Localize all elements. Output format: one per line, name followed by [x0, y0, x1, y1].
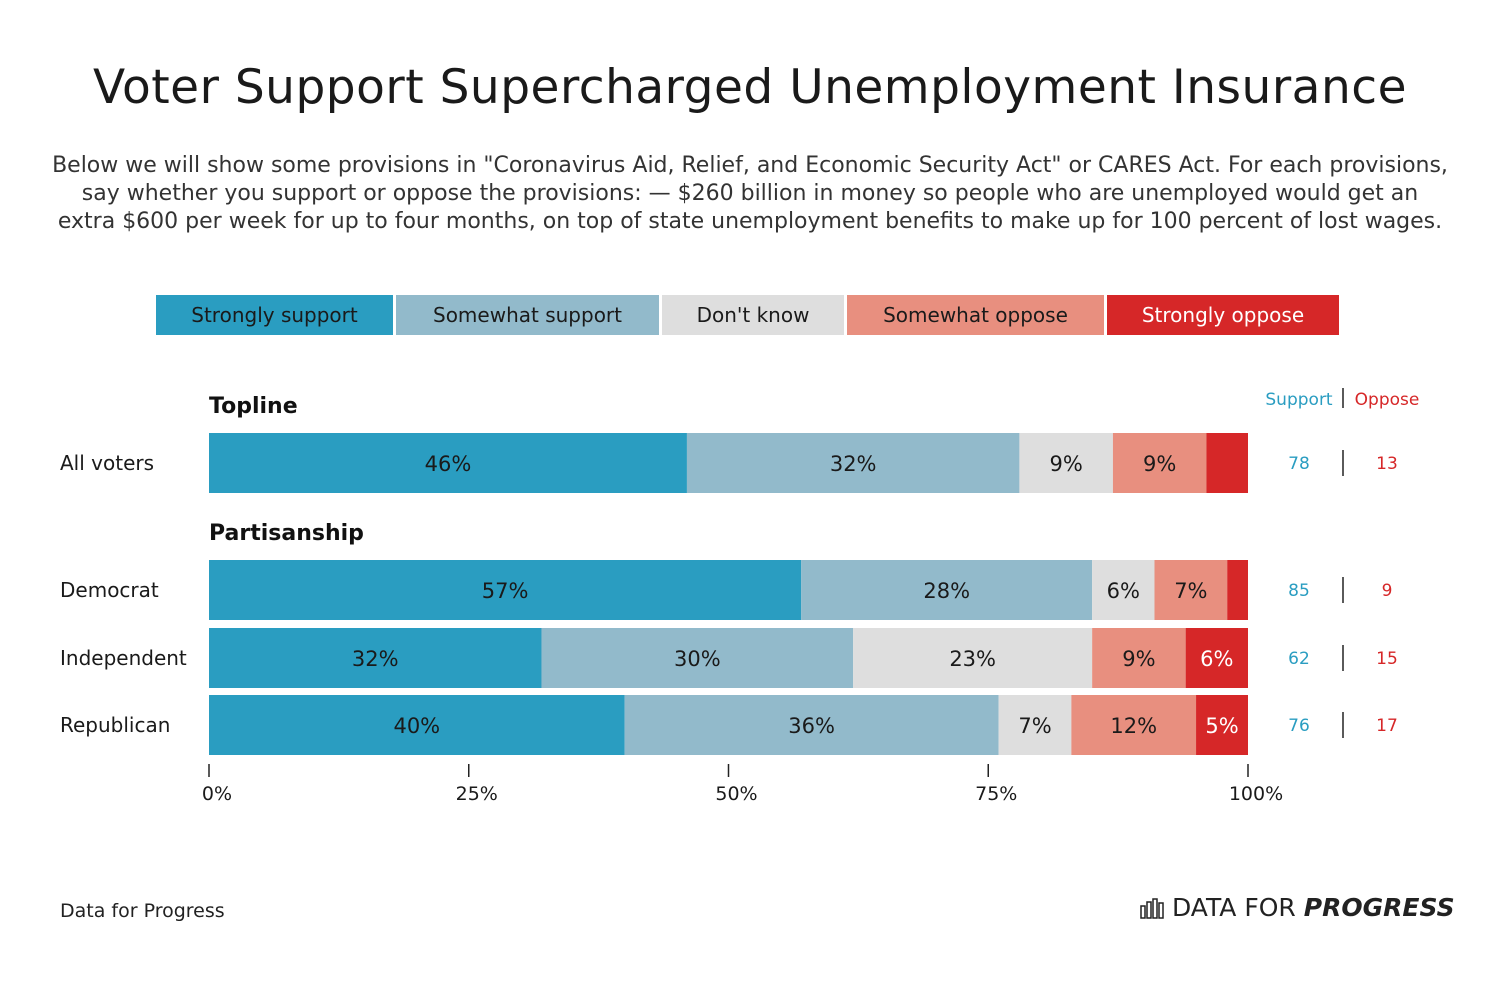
- net-oppose-value: 13: [1376, 454, 1398, 474]
- group-header-1: Partisanship: [209, 521, 364, 546]
- x-tick-label: 100%: [1229, 783, 1283, 805]
- bar-value-label: 28%: [923, 579, 970, 603]
- row-label: All voters: [60, 451, 154, 475]
- bar-value-label: 9%: [1122, 647, 1155, 671]
- legend-strongly-oppose: Strongly oppose: [1107, 295, 1339, 335]
- bar-segment: [1019, 433, 1113, 493]
- legend-dont-know: Don't know: [662, 295, 844, 335]
- bar-value-label: 6%: [1107, 579, 1140, 603]
- bar-segment: [1206, 433, 1248, 493]
- bar-value-label: 6%: [1200, 647, 1233, 671]
- legend-strongly-support: Strongly support: [156, 295, 393, 335]
- row-label: Republican: [60, 713, 170, 737]
- bar-segment: [209, 560, 802, 620]
- footer-source: Data for Progress: [60, 900, 225, 922]
- bar-value-label: 46%: [425, 452, 472, 476]
- bar-segment: [1196, 695, 1248, 755]
- x-tick-label: 75%: [975, 783, 1017, 805]
- bar-segment: [1092, 628, 1186, 688]
- legend-somewhat-oppose: Somewhat oppose: [847, 295, 1104, 335]
- bar-segment: [1227, 560, 1248, 620]
- bar-value-label: 40%: [393, 714, 440, 738]
- bar-value-label: 9%: [1050, 452, 1083, 476]
- bar-value-label: 7%: [1174, 579, 1207, 603]
- bar-value-label: 30%: [674, 647, 721, 671]
- net-oppose-value: 9: [1382, 581, 1393, 601]
- row-label: Democrat: [60, 578, 159, 602]
- bar-value-label: 32%: [352, 647, 399, 671]
- x-tick-label: 50%: [715, 783, 757, 805]
- bar-segment: [1154, 560, 1228, 620]
- chart-subtitle: Below we will show some provisions in "C…: [52, 153, 1448, 234]
- bar-segment: [209, 628, 542, 688]
- bar-segment: [1112, 433, 1207, 493]
- net-oppose-value: 15: [1376, 649, 1398, 669]
- bar-segment: [686, 433, 1020, 493]
- net-support-value: 78: [1288, 454, 1310, 474]
- bar-segment: [209, 695, 625, 755]
- bar-segment: [853, 628, 1093, 688]
- x-tick-label: 25%: [456, 783, 498, 805]
- bar-value-label: 36%: [788, 714, 835, 738]
- bar-value-label: 7%: [1018, 714, 1051, 738]
- bar-value-label: 32%: [830, 452, 877, 476]
- bar-chart-logo-icon: [1140, 897, 1164, 919]
- logo-text-regular: DATA FOR: [1172, 893, 1296, 922]
- bar-value-label: 12%: [1110, 714, 1157, 738]
- bar-segment: [624, 695, 999, 755]
- bar-value-label: 9%: [1143, 452, 1176, 476]
- group-header-0: Topline: [209, 394, 298, 419]
- legend: Strongly support Somewhat support Don't …: [156, 295, 1339, 335]
- logo-text-bold: PROGRESS: [1303, 893, 1455, 922]
- x-tick-label: 0%: [202, 783, 232, 805]
- bar-segment: [1092, 560, 1155, 620]
- net-support-value: 76: [1288, 716, 1310, 736]
- net-oppose-value: 17: [1376, 716, 1398, 736]
- bar-segment: [209, 433, 687, 493]
- footer-logo: DATA FOR PROGRESS: [1140, 893, 1455, 922]
- net-header-support: Support: [1265, 390, 1333, 410]
- bar-segment: [998, 695, 1072, 755]
- legend-somewhat-support: Somewhat support: [396, 295, 659, 335]
- bar-segment: [1071, 695, 1197, 755]
- bar-segment: [541, 628, 854, 688]
- bar-segment: [1185, 628, 1248, 688]
- row-label: Independent: [60, 646, 187, 670]
- net-support-value: 85: [1288, 581, 1310, 601]
- bar-segment: [801, 560, 1093, 620]
- net-support-value: 62: [1288, 649, 1310, 669]
- net-header-oppose: Oppose: [1355, 390, 1420, 410]
- bar-value-label: 23%: [949, 647, 996, 671]
- bar-value-label: 57%: [482, 579, 529, 603]
- bar-value-label: 5%: [1205, 714, 1238, 738]
- chart-title: Voter Support Supercharged Unemployment …: [92, 60, 1408, 115]
